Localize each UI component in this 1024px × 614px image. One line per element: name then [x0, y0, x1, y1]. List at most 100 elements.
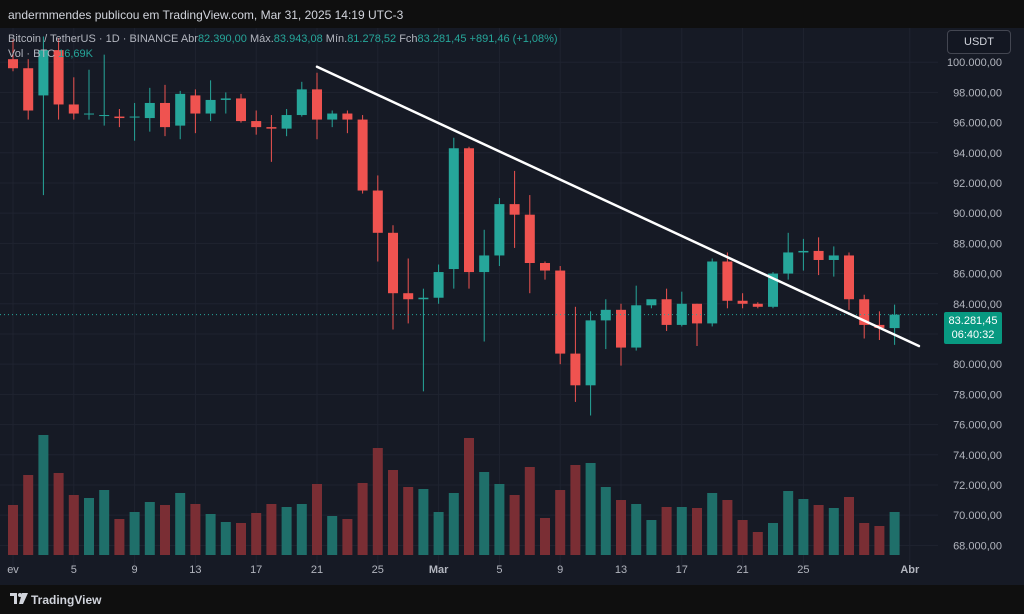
candle[interactable] [296, 81, 307, 117]
candle-body [129, 116, 140, 118]
candle-body [828, 255, 839, 260]
candle[interactable] [8, 39, 18, 72]
candle-body [722, 261, 733, 301]
high-value: 83.943,08 [273, 33, 323, 45]
x-tick-label: 5 [71, 564, 77, 576]
volume-bar [479, 472, 490, 555]
candle[interactable] [205, 80, 216, 122]
currency-button[interactable]: USDT [947, 30, 1011, 54]
candle[interactable] [722, 252, 733, 309]
tradingview-brand[interactable]: TradingView [31, 593, 102, 607]
volume-bar [676, 507, 687, 555]
y-tick-label: 74.000,00 [953, 450, 1002, 462]
candle[interactable] [889, 304, 900, 345]
candle[interactable] [266, 115, 277, 162]
candle[interactable] [479, 229, 490, 342]
candle[interactable] [99, 54, 110, 126]
candle[interactable] [600, 299, 611, 350]
candlestick-chart[interactable]: 68.000,00 70.000,00 72.000,00 74.000,00 76.0… [0, 28, 1024, 585]
volume-value: 16,69K [58, 48, 94, 60]
volume-bar [540, 518, 550, 555]
candle[interactable] [464, 146, 474, 289]
candle[interactable] [844, 252, 854, 310]
x-tick-label: 9 [132, 564, 138, 576]
candle-body [418, 297, 429, 300]
candle-body [737, 300, 748, 304]
candle[interactable] [707, 258, 718, 327]
volume-bar [737, 520, 748, 555]
candle-body [144, 102, 155, 119]
y-tick-label: 68.000,00 [953, 540, 1002, 552]
candle[interactable] [798, 238, 809, 271]
volume-bar [357, 483, 368, 555]
candle[interactable] [494, 198, 505, 267]
trendline[interactable] [315, 65, 921, 348]
candle[interactable] [220, 92, 231, 114]
volume-bar [144, 502, 155, 555]
candle[interactable] [813, 237, 824, 276]
bar-countdown: 06:40:32 [951, 329, 995, 341]
candle[interactable] [236, 93, 246, 123]
volume-bar [327, 516, 338, 555]
candle[interactable] [327, 110, 338, 128]
candle-body [768, 273, 778, 307]
candle[interactable] [859, 294, 870, 339]
candle[interactable] [114, 109, 125, 128]
candle[interactable] [38, 36, 49, 196]
candle[interactable] [692, 303, 702, 347]
candle[interactable] [23, 59, 34, 120]
candle[interactable] [631, 285, 642, 351]
candle[interactable] [190, 89, 201, 134]
candle[interactable] [783, 232, 794, 280]
candle[interactable] [372, 175, 383, 262]
candle[interactable] [403, 258, 414, 324]
volume-bar [722, 500, 733, 555]
candle[interactable] [251, 110, 262, 135]
candle[interactable] [570, 306, 581, 402]
volume-bar [99, 490, 110, 555]
candle[interactable] [160, 84, 170, 137]
candle[interactable] [661, 288, 672, 331]
x-tick-label: 25 [372, 564, 384, 576]
volume-bar [53, 473, 64, 555]
candle[interactable] [448, 137, 459, 289]
candle[interactable] [524, 195, 535, 294]
candle[interactable] [737, 293, 748, 309]
candle[interactable] [129, 102, 140, 141]
chart-panel[interactable]: 68.000,00 70.000,00 72.000,00 74.000,00 76.0… [0, 28, 1024, 585]
candle[interactable] [144, 87, 155, 132]
volume-bar [707, 493, 718, 555]
low-value: 81.278,52 [347, 33, 397, 45]
volume-bar [752, 532, 763, 555]
candles [8, 36, 900, 416]
candle[interactable] [53, 38, 64, 120]
candle[interactable] [84, 69, 94, 120]
candle[interactable] [646, 299, 657, 309]
candle[interactable] [342, 110, 353, 134]
candle[interactable] [509, 170, 520, 248]
candle[interactable] [281, 109, 292, 137]
symbol-name[interactable]: Bitcoin / TetherUS · 1D · BINANCE [8, 33, 179, 45]
x-tick-label: ev [7, 564, 19, 576]
candle-body [676, 303, 687, 325]
candle-body [464, 148, 474, 273]
candle[interactable] [752, 302, 763, 309]
candle[interactable] [585, 311, 596, 416]
candle[interactable] [540, 261, 550, 280]
volume-label[interactable]: Vol · BTC [8, 48, 56, 60]
candle[interactable] [616, 303, 626, 366]
candle[interactable] [175, 90, 186, 140]
candle[interactable] [68, 77, 79, 120]
candle[interactable] [676, 291, 687, 327]
candle[interactable] [418, 288, 429, 392]
candle[interactable] [828, 246, 839, 277]
volume-bar [570, 465, 581, 555]
candle-body [889, 314, 900, 329]
candle[interactable] [388, 225, 398, 330]
low-label: Mín. [325, 33, 348, 45]
candle[interactable] [357, 115, 368, 194]
x-tick-label: 17 [676, 564, 688, 576]
candle[interactable] [433, 264, 444, 304]
volume-bar [828, 508, 839, 555]
candle[interactable] [312, 72, 322, 140]
